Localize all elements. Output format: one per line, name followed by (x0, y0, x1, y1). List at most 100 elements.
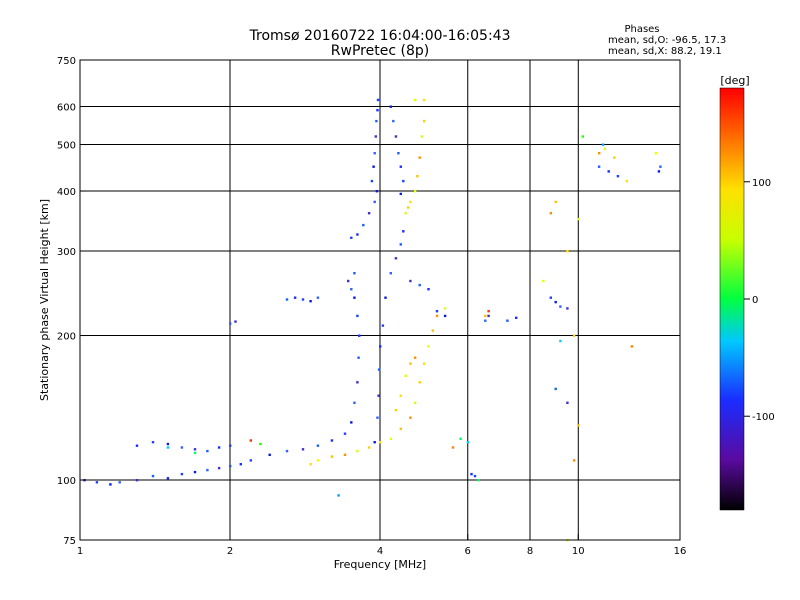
data-point (229, 444, 232, 447)
data-point (389, 437, 392, 440)
colorbar-label: [deg] (720, 74, 749, 87)
data-point (330, 439, 334, 442)
data-point (109, 483, 112, 486)
data-point (293, 296, 297, 299)
data-point (413, 356, 417, 359)
data-point (229, 322, 232, 325)
data-point (406, 206, 410, 209)
data-point (249, 439, 252, 442)
data-point (470, 472, 473, 476)
x-axis-label: Frequency [MHz] (334, 558, 426, 571)
data-point (379, 345, 382, 348)
data-point (399, 394, 402, 397)
data-point (229, 464, 232, 468)
data-point (285, 298, 289, 301)
data-point (427, 288, 430, 291)
data-point (301, 298, 305, 301)
data-point (193, 470, 197, 474)
data-point (166, 446, 170, 449)
y-tick-label: 75 (63, 536, 76, 547)
data-point (370, 179, 374, 183)
grid-lines (80, 60, 680, 540)
x-tick-label: 8 (527, 546, 533, 557)
data-point (577, 424, 580, 427)
x-tick-label: 4 (377, 546, 383, 557)
data-point (654, 152, 658, 155)
data-point (559, 339, 562, 343)
data-point (566, 307, 569, 310)
data-point (259, 442, 262, 446)
data-point (362, 223, 365, 227)
data-point (309, 300, 312, 303)
data-point (581, 135, 584, 138)
data-point (484, 314, 487, 318)
data-point (343, 453, 347, 456)
data-point (353, 272, 356, 275)
data-point (554, 200, 557, 204)
data-point (180, 472, 184, 476)
data-point (549, 296, 552, 299)
data-point (356, 381, 359, 384)
data-point (193, 448, 197, 451)
data-point (577, 217, 580, 221)
data-point (659, 165, 662, 168)
data-point (418, 156, 421, 159)
data-point (613, 156, 616, 159)
x-tick-label: 1 (77, 546, 83, 557)
data-point (597, 165, 601, 168)
data-point (397, 152, 400, 155)
colorbar-tick-label: 100 (752, 178, 771, 189)
data-point (350, 421, 353, 424)
data-point (603, 147, 607, 151)
data-point (316, 444, 320, 447)
data-point (239, 463, 242, 466)
y-tick-label: 500 (57, 141, 76, 152)
data-point (422, 119, 426, 123)
data-point (357, 356, 360, 359)
data-point (392, 119, 395, 123)
data-point (630, 345, 634, 348)
data-point (384, 296, 387, 299)
data-point (373, 200, 376, 204)
data-point (217, 466, 221, 470)
data-point (435, 310, 439, 313)
data-point (377, 394, 380, 397)
data-point (601, 143, 605, 146)
data-point (151, 441, 155, 444)
data-point (379, 441, 382, 444)
y-tick-label: 300 (57, 247, 76, 258)
data-point (375, 190, 379, 193)
data-point (487, 314, 490, 318)
data-point (402, 230, 405, 233)
data-point (206, 468, 209, 472)
colorbar-tick-label: -100 (752, 412, 775, 423)
data-point (374, 135, 377, 138)
data-point (206, 449, 209, 453)
data-point (477, 479, 480, 482)
data-point (316, 459, 320, 462)
data-point (376, 416, 379, 419)
data-point (350, 236, 353, 239)
data-point (309, 463, 312, 466)
data-point (402, 179, 405, 183)
data-point (431, 329, 434, 332)
colorbar-ticks: 100 0 -100 (744, 178, 775, 423)
data-point (443, 314, 447, 318)
data-point (381, 324, 385, 327)
data-point (376, 109, 379, 112)
y-tick-label: 200 (57, 332, 76, 343)
x-tick-label: 10 (572, 546, 585, 557)
data-point (301, 448, 305, 451)
chart-subtitle: RwPretec (8p) (331, 43, 429, 59)
data-points (83, 98, 662, 542)
y-tick-label: 100 (57, 476, 76, 487)
data-point (316, 296, 320, 299)
data-point (249, 459, 252, 462)
data-point (466, 441, 470, 444)
data-point (420, 135, 424, 138)
data-point (459, 437, 462, 440)
data-point (451, 446, 455, 449)
data-point (151, 474, 155, 478)
data-point (409, 200, 412, 204)
data-point (427, 345, 430, 348)
